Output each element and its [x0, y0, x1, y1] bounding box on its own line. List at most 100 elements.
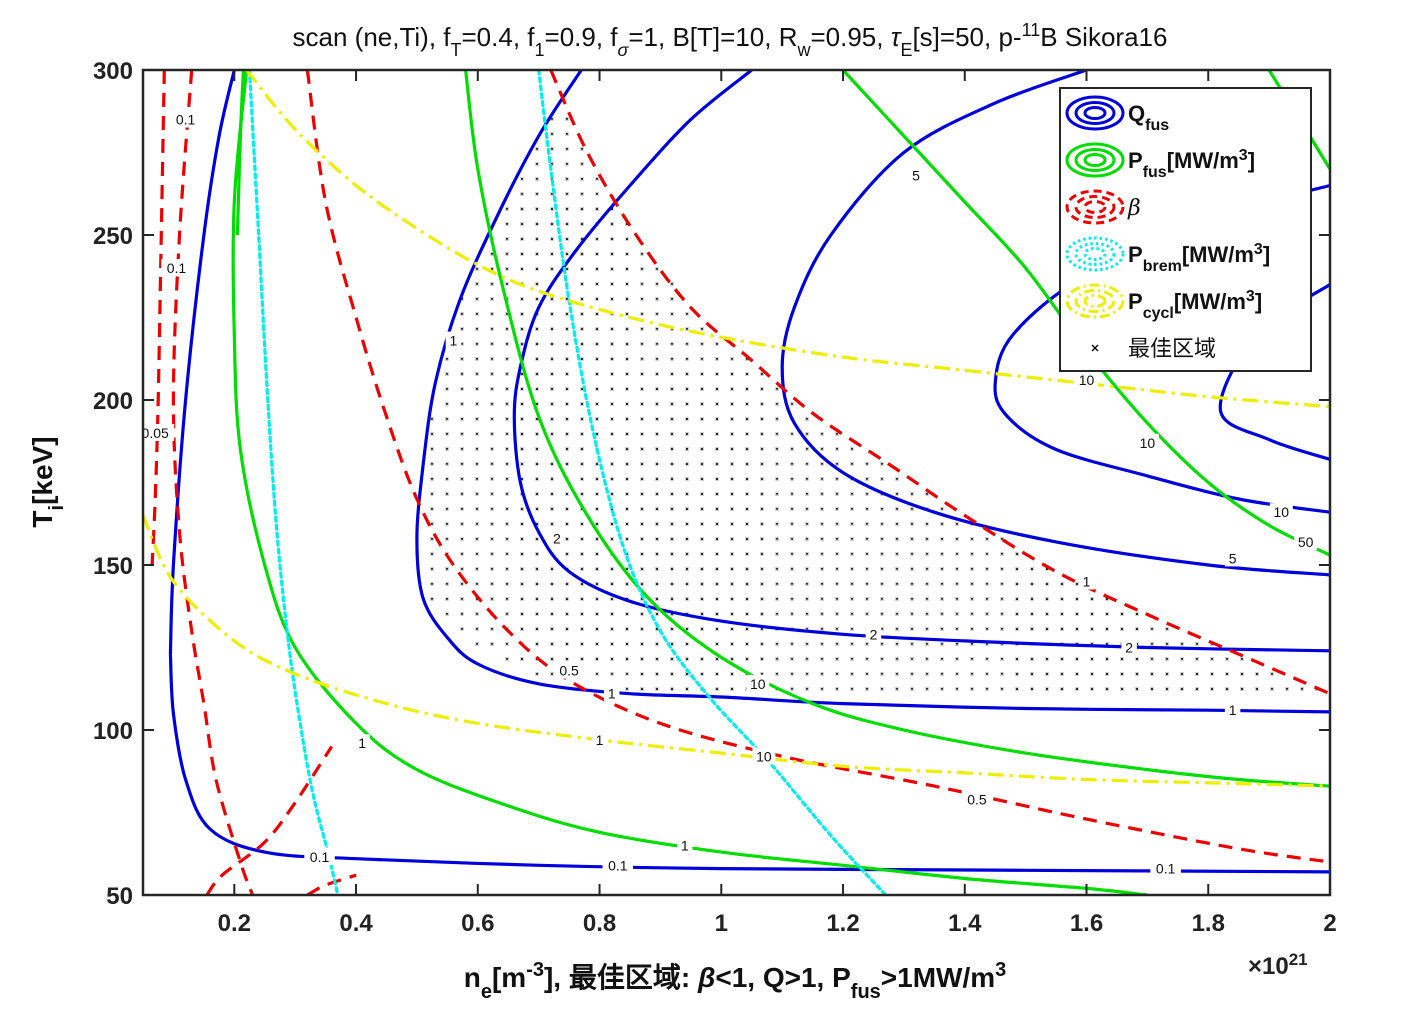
contour-Q-1-2 [415, 70, 1330, 714]
legend-label-region: 最佳区域 [1128, 336, 1216, 361]
legend-entry-beta: β [1065, 189, 1141, 225]
legend-label-beta: β [1127, 196, 1141, 221]
x-tick-label-7: 1.6 [1070, 910, 1103, 937]
legend-entry-Pcycl: Pcycl[MW/m3] [1065, 283, 1262, 322]
x-tick-label-4: 1 [715, 910, 728, 937]
contour-label-bg-17 [1294, 532, 1318, 550]
x-tick-label-8: 1.8 [1192, 910, 1225, 937]
contour-label-bg-4 [1135, 433, 1159, 451]
contour-beta-0.1-17 [306, 873, 357, 895]
contour-label-bg-3 [908, 166, 924, 184]
contour-Pcycl-10-21 [245, 70, 1330, 409]
contour-label-bg-23 [752, 747, 776, 765]
contour-label-Pfus-15: 1 [681, 838, 689, 854]
contour-label-Q-7: 0.1 [1156, 861, 1176, 877]
contour-label-bg-16 [746, 674, 770, 692]
contour-label-beta-22: 0.05 [142, 425, 169, 441]
contour-label-bg-22 [136, 424, 175, 441]
contour-label-bg-18 [161, 259, 192, 276]
x-tick-label-0: 0.2 [218, 910, 251, 937]
contour-label-bg-13 [1269, 503, 1293, 521]
contour-label-Q-4: 10 [1140, 435, 1156, 451]
contour-Pfus-10-9 [464, 70, 1330, 788]
contour-labels: 0.1 1 2 5 10 0.1 0.1 0.1 1 1 2 2 5 10 1 1 10 50 0.1 0.5 0.5 1… [136, 110, 1318, 877]
legend-label-Pfus: Pfus[MW/m3] [1128, 147, 1255, 181]
x-tick-label-1: 0.4 [339, 910, 373, 937]
legend-swatch-beta [1065, 189, 1125, 225]
contour-beta-1-15 [549, 70, 1330, 696]
contour-label-Q-13: 10 [1274, 504, 1290, 520]
legend-swatch-Pfus [1065, 142, 1125, 178]
legend-entry-Pfus: Pfus[MW/m3] [1065, 142, 1255, 181]
legend-entry-Pbrem: Pbrem[MW/m3] [1065, 236, 1270, 275]
legend-label-Q: Qfus [1128, 101, 1169, 134]
contour-label-bg-15 [677, 836, 693, 854]
contour-label-Q-1: 1 [450, 333, 458, 349]
y-tick-label-1: 100 [93, 718, 133, 745]
contour-label-Q-8: 1 [608, 686, 616, 702]
x-tick-label-5: 1.2 [826, 910, 859, 937]
x-tick-label-6: 1.4 [948, 910, 982, 937]
legend-swatch-Pcycl [1065, 283, 1125, 319]
contour-label-Q-11: 2 [1125, 640, 1133, 656]
legend-swatch-Q [1065, 95, 1125, 131]
contour-label-beta-21: 1 [1083, 574, 1091, 590]
contour-Q-2-3 [512, 70, 1330, 653]
contour-Q-0.1-1 [168, 654, 1330, 874]
contour-label-bg-8 [603, 684, 620, 702]
contour-label-Q-3: 5 [912, 168, 920, 184]
contour-label-bg-12 [1224, 549, 1241, 567]
x-tick-label-9: 2 [1323, 910, 1336, 937]
legend-label-Pcycl: Pcycl[MW/m3] [1128, 288, 1262, 322]
contour-label-Pcycl-25: 10 [1079, 372, 1095, 388]
contour-Pfus-1-8 [231, 70, 1148, 895]
y-tick-label-3: 200 [93, 388, 133, 415]
contour-Q-0.1-0 [168, 70, 236, 655]
y-tick-label-0: 50 [106, 883, 133, 910]
y-tick-label-4: 250 [93, 223, 133, 250]
contour-label-Q-5: 0.1 [310, 849, 330, 865]
contour-label-Pfus-14: 1 [358, 735, 366, 751]
contour-label-bg-21 [1078, 572, 1095, 590]
legend-entry-region: 最佳区域 [1091, 336, 1216, 361]
plot-frame [141, 68, 1332, 897]
contour-beta-0.1-13 [171, 70, 255, 895]
legend-swatch-Pbrem [1065, 236, 1125, 272]
y-tick-label-5: 300 [93, 58, 133, 85]
contour-Pbrem-10-19 [537, 70, 888, 895]
legend-entry-Q: Qfus [1065, 95, 1169, 134]
legend-swatch-region [1091, 344, 1099, 352]
contour-label-Pfus-16: 10 [750, 676, 766, 692]
contour-label-Q-9: 1 [1229, 702, 1237, 718]
x-exponent: ×1021 [1248, 950, 1308, 981]
contour-label-beta-19: 0.5 [559, 663, 579, 679]
contour-beta-0.5-14 [305, 70, 1330, 864]
contour-label-bg-11 [1121, 638, 1137, 656]
contour-label-bg-0 [170, 110, 201, 128]
contour-beta-0.1-16 [205, 745, 334, 895]
contour-label-Q-0: 0.1 [176, 112, 196, 128]
contour-label-beta-20: 0.5 [967, 791, 987, 807]
x-tick-label-2: 0.6 [461, 910, 494, 937]
contour-label-Q-6: 0.1 [608, 857, 628, 873]
contour-label-bg-19 [553, 661, 585, 679]
contour-label-bg-6 [602, 856, 634, 874]
contour-label-bg-2 [549, 529, 565, 547]
contour-label-Pbrem-23: 10 [756, 748, 772, 764]
contour-lines [143, 70, 1330, 895]
contour-label-bg-10 [865, 625, 882, 643]
contour-label-Q-12: 5 [1229, 550, 1237, 566]
legend: Qfus Pfus[MW/m3] β Pbrem[MW/m3] Pcycl[MW/m3]… [1059, 87, 1312, 372]
contour-label-Q-10: 2 [870, 626, 878, 642]
contour-label-bg-20 [961, 790, 993, 808]
y-tick-label-2: 150 [93, 553, 133, 580]
contour-label-bg-7 [1150, 859, 1181, 877]
y-axis-label: Ti[keV] [27, 436, 68, 527]
x-axis-label: ne[m-3], 最佳区域: β<1, Q>1, Pfus>1MW/m3 [464, 959, 1007, 1003]
contour-Pbrem-1-18 [247, 70, 340, 895]
contour-label-bg-25 [1075, 371, 1099, 389]
x-tick-label-3: 0.8 [583, 910, 616, 937]
contour-Pcycl-1-20 [143, 514, 1330, 788]
contour-label-bg-24 [591, 730, 608, 748]
